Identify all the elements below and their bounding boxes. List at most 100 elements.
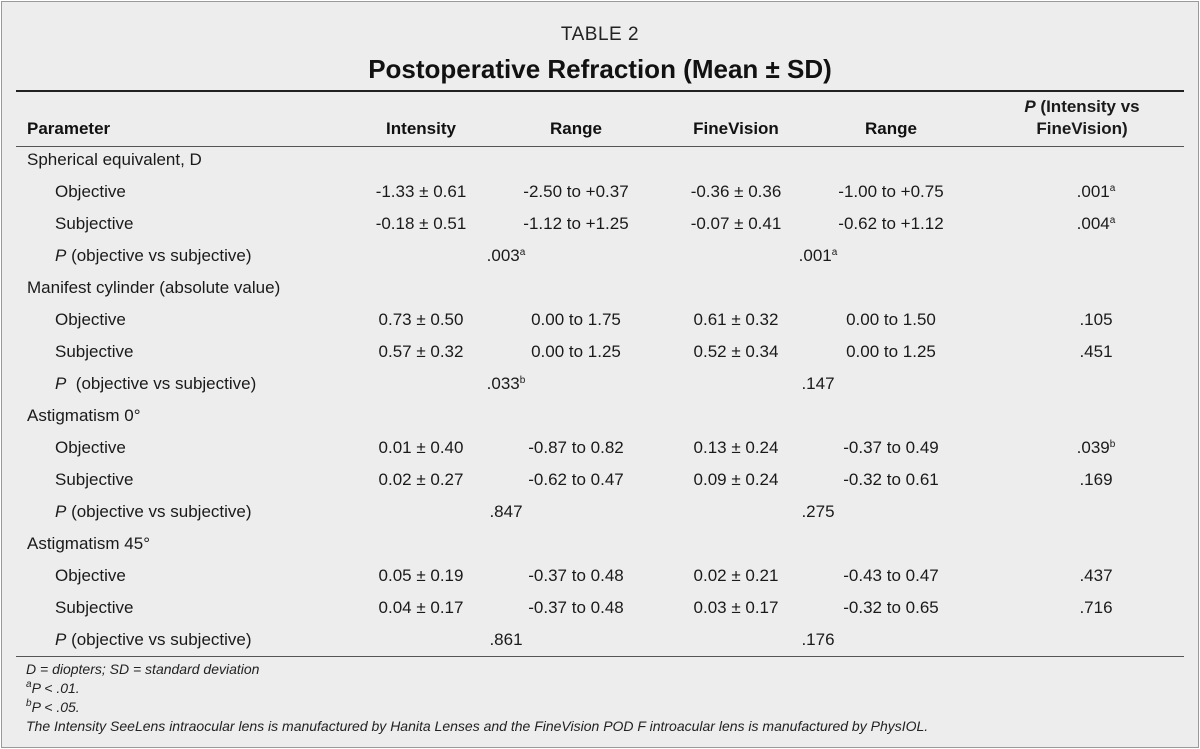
group-row-spherical-equivalent: Spherical equivalent, D (16, 144, 1184, 176)
header-finevision: FineVision (693, 119, 779, 138)
p-value: .451 (1079, 342, 1113, 361)
footnote-mark: a (519, 247, 526, 258)
footnote-mark: b (1109, 439, 1116, 450)
group-row-astigmatism-45: Astigmatism 45° (16, 528, 1184, 560)
finevision-range: -0.62 to +1.12 (838, 214, 944, 233)
table-row-pcompare: P (objective vs subjective) .847 .275 (16, 496, 1184, 528)
table-row-pcompare: P (objective vs subjective) .033b .147 (16, 368, 1184, 400)
finevision-value: -0.07 ± 0.41 (690, 214, 782, 233)
intensity-value: 0.02 ± 0.27 (378, 470, 464, 489)
header-p-line1: (Intensity vs (1035, 97, 1140, 116)
row-label: Objective (55, 182, 126, 201)
finevision-p-value: .176 (801, 630, 835, 649)
row-label: Subjective (55, 598, 134, 617)
intensity-range: -2.50 to +0.37 (523, 182, 629, 201)
finevision-p-value: .001a (798, 246, 838, 265)
row-label: P (objective vs subjective) (55, 630, 252, 649)
table-row: Subjective 0.02 ± 0.27 -0.62 to 0.47 0.0… (16, 464, 1184, 496)
header-intensity: Intensity (386, 119, 456, 138)
header-range-intensity: Range (550, 119, 602, 138)
finevision-value: 0.02 ± 0.21 (693, 566, 779, 585)
intensity-range: 0.00 to 1.25 (531, 342, 621, 361)
row-label: Subjective (55, 214, 134, 233)
finevision-range: 0.00 to 1.50 (846, 310, 936, 329)
intensity-range: -0.62 to 0.47 (528, 470, 624, 489)
intensity-p-value: .861 (489, 630, 523, 649)
table-row: Objective -1.33 ± 0.61 -2.50 to +0.37 -0… (16, 176, 1184, 208)
group-row-astigmatism-0: Astigmatism 0° (16, 400, 1184, 432)
row-label: Subjective (55, 470, 134, 489)
intensity-p-value: .847 (489, 502, 523, 521)
row-label: Objective (55, 438, 126, 457)
row-label: P (objective vs subjective) (55, 374, 257, 393)
intensity-value: 0.05 ± 0.19 (378, 566, 464, 585)
group-name: Astigmatism 0° (27, 406, 141, 425)
p-value: .716 (1079, 598, 1113, 617)
top-rule (16, 90, 1184, 92)
table-row-pcompare: P (objective vs subjective) .861 .176 (16, 624, 1184, 656)
footnote-lens: The Intensity SeeLens intraocular lens i… (26, 718, 929, 734)
intensity-value: -0.18 ± 0.51 (375, 214, 467, 233)
finevision-value: 0.03 ± 0.17 (693, 598, 779, 617)
intensity-range: -0.37 to 0.48 (528, 598, 624, 617)
finevision-range: -0.37 to 0.49 (843, 438, 939, 457)
finevision-value: 0.61 ± 0.32 (693, 310, 779, 329)
row-label: P (objective vs subjective) (55, 246, 252, 265)
intensity-range: -0.87 to 0.82 (528, 438, 624, 457)
finevision-p-value: .147 (801, 374, 835, 393)
intensity-value: 0.04 ± 0.17 (378, 598, 464, 617)
table-row: Subjective 0.57 ± 0.32 0.00 to 1.25 0.52… (16, 336, 1184, 368)
finevision-range: -0.43 to 0.47 (843, 566, 939, 585)
header-p-letter: P (1024, 97, 1036, 116)
intensity-p-value: .033b (486, 374, 526, 393)
group-row-manifest-cylinder: Manifest cylinder (absolute value) (16, 272, 1184, 304)
footnote-mark: a (1109, 183, 1116, 194)
finevision-p-value: .275 (801, 502, 835, 521)
finevision-range: -0.32 to 0.61 (843, 470, 939, 489)
intensity-range: -0.37 to 0.48 (528, 566, 624, 585)
p-value: .105 (1079, 310, 1113, 329)
p-value: .437 (1079, 566, 1113, 585)
table-row-pcompare: P (objective vs subjective) .003a .001a (16, 240, 1184, 272)
intensity-range: -1.12 to +1.25 (523, 214, 629, 233)
finevision-value: 0.13 ± 0.24 (693, 438, 779, 457)
finevision-range: -1.00 to +0.75 (838, 182, 944, 201)
intensity-value: 0.57 ± 0.32 (378, 342, 464, 361)
row-label: Objective (55, 566, 126, 585)
finevision-range: 0.00 to 1.25 (846, 342, 936, 361)
table-row: Subjective 0.04 ± 0.17 -0.37 to 0.48 0.0… (16, 592, 1184, 624)
footnote-mark: b (519, 375, 526, 386)
footnote-a: aP < .01. (26, 679, 80, 697)
row-label: P (objective vs subjective) (55, 502, 252, 521)
header-parameter: Parameter (27, 119, 111, 138)
finevision-value: 0.52 ± 0.34 (693, 342, 779, 361)
p-value: .039b (1076, 438, 1116, 457)
footer-rule (16, 656, 1184, 657)
row-label: Objective (55, 310, 126, 329)
header-rule (16, 146, 1184, 147)
group-name: Manifest cylinder (absolute value) (27, 278, 281, 297)
footnote-abbreviations: D = diopters; SD = standard deviation (26, 661, 260, 677)
header-range-finevision: Range (865, 119, 917, 138)
table-row: Objective 0.05 ± 0.19 -0.37 to 0.48 0.02… (16, 560, 1184, 592)
intensity-p-value: .003a (486, 246, 526, 265)
finevision-range: -0.32 to 0.65 (843, 598, 939, 617)
footnote-mark: a (831, 247, 838, 258)
group-name: Spherical equivalent, D (27, 150, 202, 169)
header-p-value: P (Intensity vs FineVision) (992, 96, 1172, 140)
intensity-range: 0.00 to 1.75 (531, 310, 621, 329)
table-title: Postoperative Refraction (Mean ± SD) (368, 54, 832, 84)
finevision-value: -0.36 ± 0.36 (690, 182, 782, 201)
intensity-value: 0.01 ± 0.40 (378, 438, 464, 457)
intensity-value: -1.33 ± 0.61 (375, 182, 467, 201)
group-name: Astigmatism 45° (27, 534, 151, 553)
footnote-mark: a (1109, 215, 1116, 226)
p-value: .169 (1079, 470, 1113, 489)
header-p-line2: FineVision) (1036, 119, 1128, 138)
p-value: .001a (1076, 182, 1116, 201)
p-value: .004a (1076, 214, 1116, 233)
table-row: Objective 0.73 ± 0.50 0.00 to 1.75 0.61 … (16, 304, 1184, 336)
footnote-b: bP < .05. (26, 698, 80, 716)
row-label: Subjective (55, 342, 134, 361)
